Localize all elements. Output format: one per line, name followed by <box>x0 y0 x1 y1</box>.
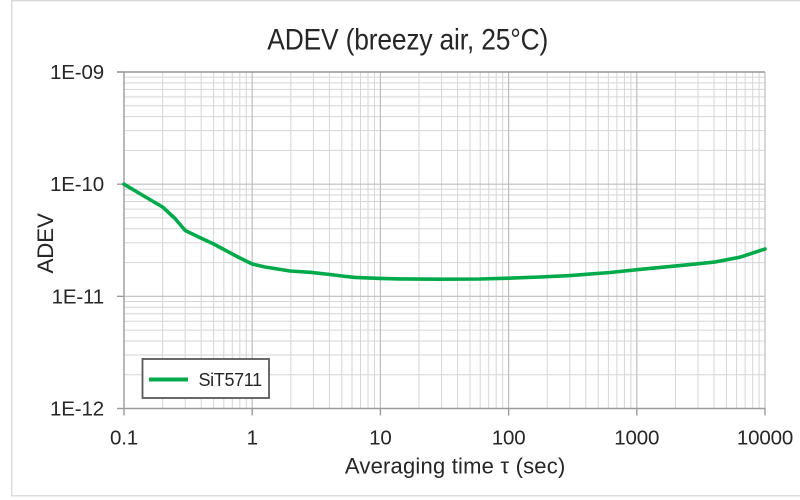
svg-text:10000: 10000 <box>737 427 793 450</box>
svg-text:1E-12: 1E-12 <box>50 398 104 421</box>
svg-text:1E-09: 1E-09 <box>50 61 104 84</box>
svg-text:ADEV: ADEV <box>33 213 58 273</box>
svg-text:ADEV (breezy air, 25°C): ADEV (breezy air, 25°C) <box>267 22 548 56</box>
svg-text:1E-11: 1E-11 <box>52 285 104 308</box>
svg-text:1E-10: 1E-10 <box>50 173 104 196</box>
svg-text:Averaging time τ (sec): Averaging time τ (sec) <box>345 454 566 479</box>
svg-text:1: 1 <box>247 427 258 450</box>
svg-text:10: 10 <box>369 427 392 450</box>
svg-text:SiT5711: SiT5711 <box>199 370 263 390</box>
svg-text:0.1: 0.1 <box>110 427 138 450</box>
svg-text:100: 100 <box>492 427 526 450</box>
svg-text:1000: 1000 <box>614 427 659 450</box>
